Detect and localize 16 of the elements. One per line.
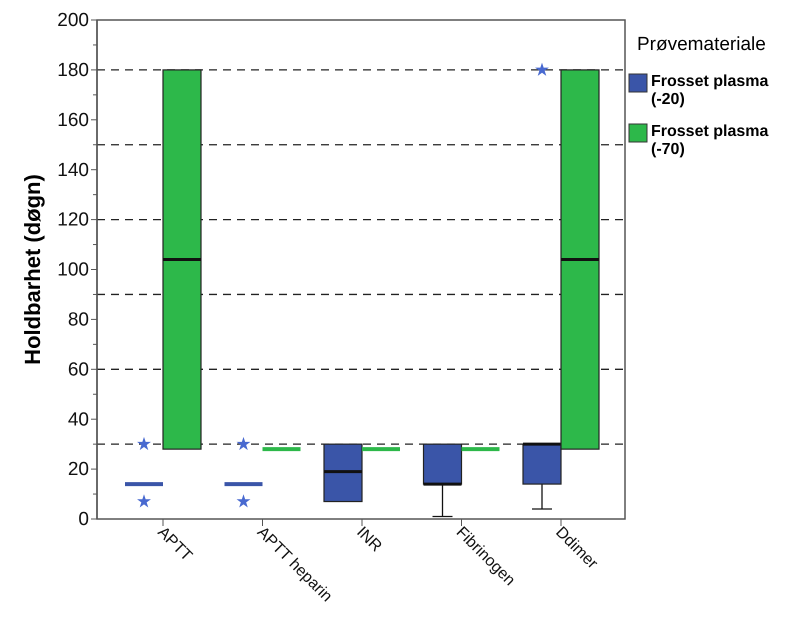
y-tick-label: 160	[57, 110, 89, 131]
legend-label: Frosset plasma (-70)	[651, 123, 768, 158]
y-axis-title: Holdbarhet (døgn)	[20, 174, 45, 365]
y-tick-label: 20	[68, 459, 89, 480]
y-tick-label: 180	[57, 60, 89, 81]
y-tick-label: 200	[57, 10, 89, 32]
y-tick-label: 120	[57, 210, 89, 231]
y-tick-label: 80	[68, 309, 89, 330]
legend-label: Frosset plasma (-20)	[651, 73, 768, 108]
legend-title: Prøvemateriale	[637, 34, 766, 55]
y-tick-label: 60	[68, 359, 89, 380]
x-tick-label: INR	[353, 524, 385, 556]
y-tick-label: 40	[68, 409, 89, 430]
y-tick-label: 140	[57, 160, 89, 181]
y-tick-label: 100	[57, 260, 89, 281]
y-tick-label: 0	[78, 509, 89, 530]
